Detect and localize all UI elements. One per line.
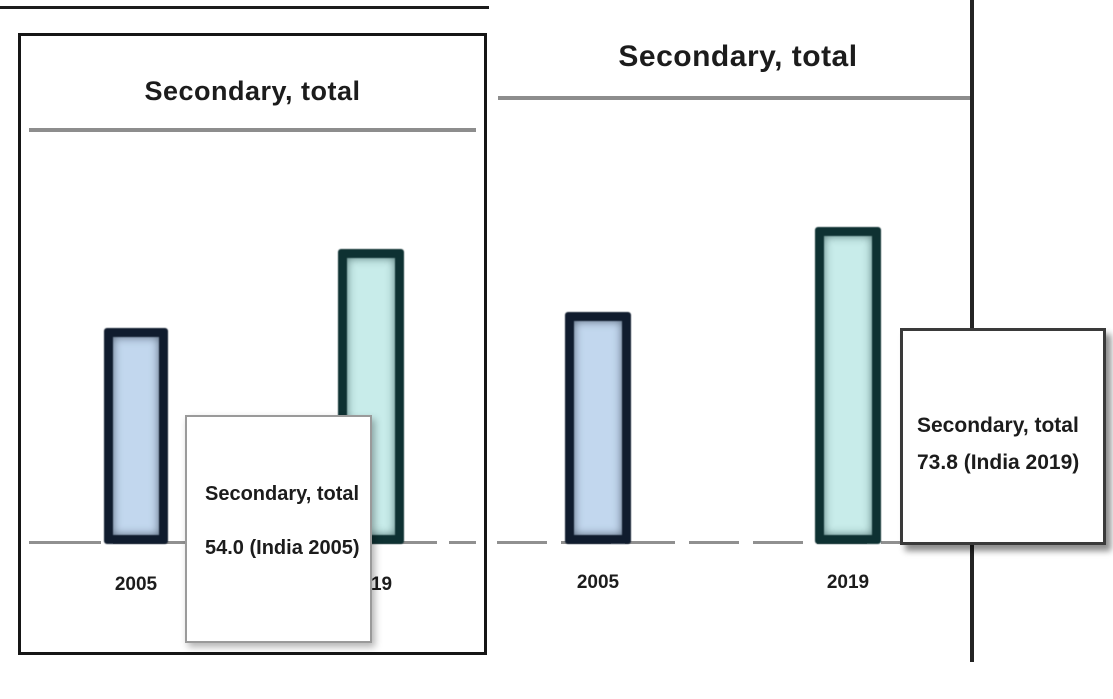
x-tick-2019-right: 2019 xyxy=(826,572,870,593)
x-axis-line-right xyxy=(497,541,967,544)
chart-title-right: Secondary, total xyxy=(618,40,858,73)
title-underline-right xyxy=(498,96,972,100)
tooltip-value-label: 73.8 (India 2019) xyxy=(917,451,1080,474)
bar-2005-right[interactable] xyxy=(565,312,631,544)
chart-panel-left: Secondary, total 2005 2019 Secondary, to… xyxy=(18,33,487,655)
tooltip-series-label: Secondary, total xyxy=(917,414,1079,437)
bar-2019-right[interactable] xyxy=(815,227,881,544)
chart-title-left: Secondary, total xyxy=(144,76,361,106)
tooltip-right: Secondary, total 73.8 (India 2019) xyxy=(900,328,1106,545)
tooltip-value-label: 54.0 (India 2005) xyxy=(205,537,360,559)
x-tick-2005-right: 2005 xyxy=(576,572,620,593)
title-underline-left xyxy=(29,128,476,132)
x-tick-2005-left: 2005 xyxy=(114,574,158,595)
bar-2005-left[interactable] xyxy=(104,328,168,544)
tooltip-left: Secondary, total 54.0 (India 2005) xyxy=(185,415,372,643)
top-border-line xyxy=(0,6,489,9)
chart-panel-right: Secondary, total 2005 2019 Secondary, to… xyxy=(488,0,1113,699)
tooltip-series-label: Secondary, total xyxy=(205,483,360,505)
